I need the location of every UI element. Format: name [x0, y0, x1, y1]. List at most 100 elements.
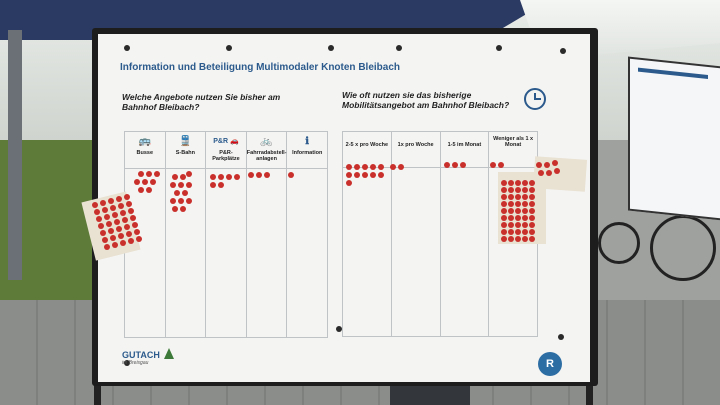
sticker-dot: [186, 182, 192, 188]
sticker-dot: [552, 160, 558, 166]
sticker-dot: [94, 209, 100, 215]
sticker-dot: [501, 236, 507, 242]
sticker-dot: [522, 187, 528, 193]
sticker-dot: [100, 200, 106, 206]
sticker-dot: [114, 219, 120, 225]
sticker-dot: [501, 222, 507, 228]
sticker-dot: [554, 168, 560, 174]
sticker-dot: [134, 229, 140, 235]
sticker-dot: [529, 222, 535, 228]
sticker-dot: [444, 162, 450, 168]
sticker-dot: [529, 208, 535, 214]
sticker-dot: [120, 210, 126, 216]
sticker-dot: [508, 236, 514, 242]
sticker-dot: [529, 229, 535, 235]
sticker-dot: [490, 162, 496, 168]
col-header-parking: P&R 🚗 P&R-Parkplätze: [205, 131, 247, 169]
vote-cell: [342, 167, 392, 337]
sticker-dot: [108, 198, 114, 204]
sticker-dot: [501, 194, 507, 200]
sticker-dot: [508, 208, 514, 214]
sticker-dot: [544, 162, 550, 168]
sticker-dot: [529, 180, 535, 186]
pin: [560, 48, 566, 54]
sticker-dot: [174, 190, 180, 196]
pin: [496, 45, 502, 51]
tree-icon: [164, 348, 174, 359]
sticker-dot: [118, 233, 124, 239]
r-logo-badge: R: [538, 352, 562, 376]
sticker-dot: [508, 215, 514, 221]
left-table: 🚌 Busse 🚆 S-Bahn P&R 🚗 P&R-Parkplätze 🚲 Fahr…: [124, 131, 328, 338]
sticker-dot: [515, 215, 521, 221]
sticker-dot: [108, 228, 114, 234]
sticker-dot: [122, 217, 128, 223]
sticker-dot: [102, 207, 108, 213]
sticker-dot: [218, 174, 224, 180]
sticker-dot: [104, 214, 110, 220]
sticker-dot: [106, 221, 112, 227]
sticker-dot: [508, 229, 514, 235]
sticker-dot: [136, 236, 142, 242]
sticker-dot: [390, 164, 396, 170]
bus-icon: 🚌: [138, 136, 152, 147]
sticker-dot: [186, 171, 192, 177]
sticker-dot: [515, 208, 521, 214]
sticker-dot: [116, 226, 122, 232]
sticker-dot: [150, 179, 156, 185]
sticker-dot: [346, 172, 352, 178]
info-icon: ℹ: [305, 136, 310, 147]
sticker-dot: [170, 182, 176, 188]
col-header-freq-4: Weniger als 1 x Monat: [488, 131, 538, 168]
sticker-dot: [522, 208, 528, 214]
sticker-dot: [536, 162, 542, 168]
sticker-dot: [138, 171, 144, 177]
train-icon: 🚆: [179, 136, 192, 147]
pin: [336, 326, 342, 332]
sticker-dot: [508, 187, 514, 193]
sticker-dot: [460, 162, 466, 168]
sticker-dot: [529, 215, 535, 221]
sticker-dot: [370, 164, 376, 170]
sticker-dot: [98, 223, 104, 229]
sticker-dot: [362, 164, 368, 170]
sticker-dot: [92, 202, 98, 208]
sticker-dot: [508, 201, 514, 207]
sticker-dot: [501, 180, 507, 186]
col-header-sbahn: 🚆 S-Bahn: [164, 131, 207, 169]
sticker-dot: [170, 198, 176, 204]
sticker-dot: [128, 238, 134, 244]
sticker-dot: [180, 174, 186, 180]
sticker-dot: [515, 222, 521, 228]
sticker-dot: [130, 215, 136, 221]
sticker-dot: [501, 201, 507, 207]
metal-pole: [8, 30, 22, 280]
sticker-dot: [522, 229, 528, 235]
sticker-dot: [498, 162, 504, 168]
sticker-dot: [178, 198, 184, 204]
sticker-dot: [104, 244, 110, 250]
sticker-dot: [522, 201, 528, 207]
clock-icon: [524, 88, 546, 110]
sticker-dot: [248, 172, 254, 178]
sticker-dot: [100, 230, 106, 236]
sticker-dot: [124, 224, 130, 230]
sticker-dot: [120, 240, 126, 246]
sticker-dot: [398, 164, 404, 170]
vote-cell: [390, 167, 441, 337]
vote-cell: [205, 168, 247, 338]
person-legs: [390, 385, 470, 405]
sticker-dot: [522, 222, 528, 228]
board-title: Information und Beteiligung Multimodaler…: [120, 62, 400, 73]
sticker-dot: [118, 203, 124, 209]
gutach-logo: GUTACH im Breisgau: [122, 350, 160, 366]
sticker-dot: [264, 172, 270, 178]
sticker-dot: [182, 190, 188, 196]
sticker-dot: [515, 229, 521, 235]
sticker-dot: [288, 172, 294, 178]
sticker-dot: [132, 222, 138, 228]
pin: [558, 334, 564, 340]
col-header-freq-3: 1-5 im Monat: [439, 131, 490, 168]
pin: [226, 45, 232, 51]
sticker-dot: [515, 187, 521, 193]
